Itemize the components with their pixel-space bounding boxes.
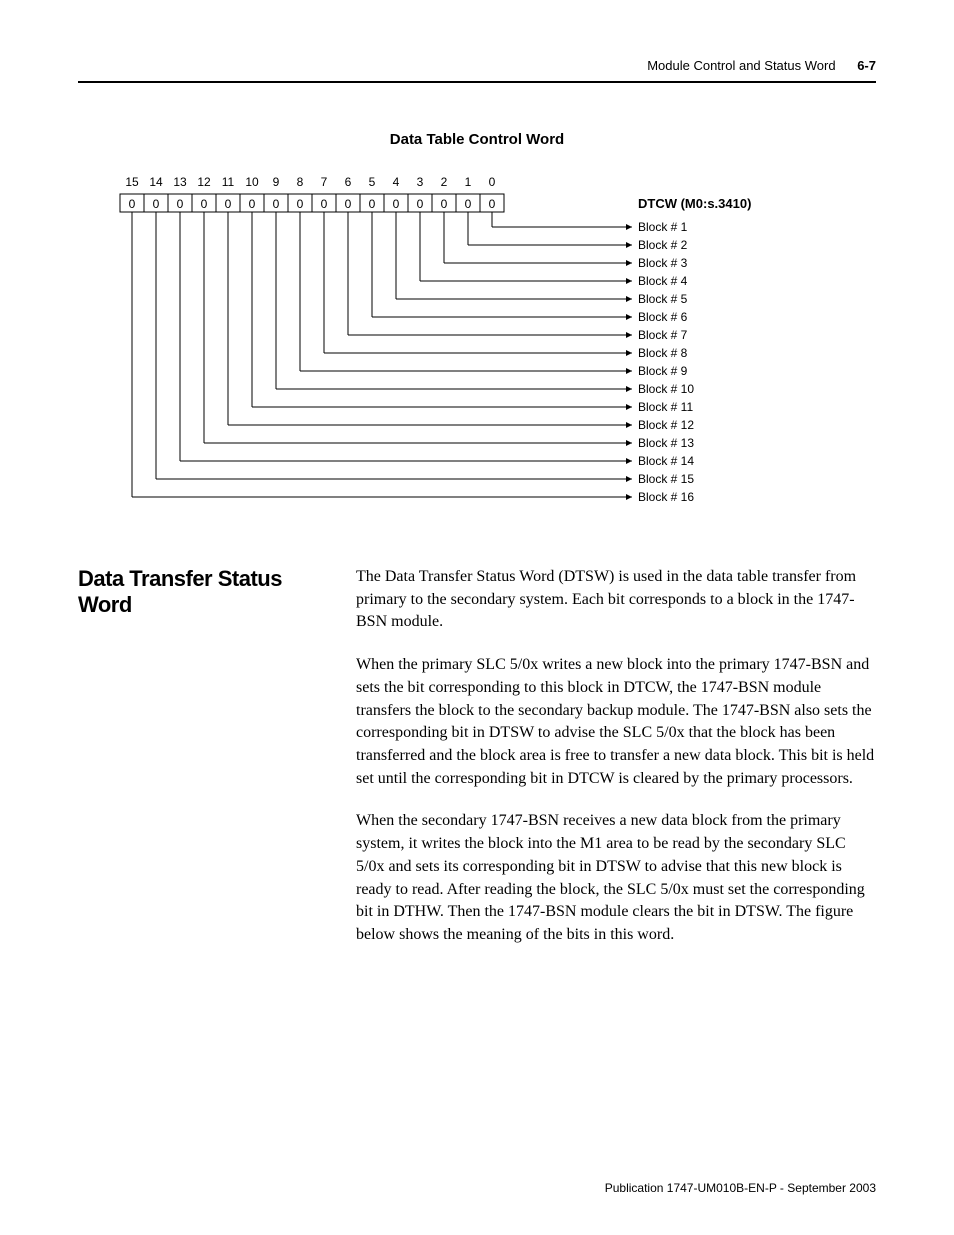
svg-text:Block # 13: Block # 13 (638, 436, 694, 450)
paragraph: The Data Transfer Status Word (DTSW) is … (356, 566, 876, 634)
svg-text:Block # 11: Block # 11 (638, 400, 693, 414)
svg-text:5: 5 (369, 175, 376, 189)
svg-text:DTCW (M0:s.3410): DTCW (M0:s.3410) (638, 196, 751, 211)
svg-text:Block # 5: Block # 5 (638, 292, 688, 306)
svg-text:3: 3 (417, 175, 424, 189)
svg-text:0: 0 (177, 197, 184, 211)
svg-text:13: 13 (173, 175, 187, 189)
svg-text:Block # 10: Block # 10 (638, 382, 694, 396)
svg-text:0: 0 (225, 197, 232, 211)
svg-text:0: 0 (321, 197, 328, 211)
svg-text:0: 0 (249, 197, 256, 211)
svg-text:0: 0 (273, 197, 280, 211)
svg-text:0: 0 (297, 197, 304, 211)
svg-text:11: 11 (222, 175, 235, 189)
header-page-ref: 6-7 (857, 58, 876, 73)
svg-text:Block # 12: Block # 12 (638, 418, 694, 432)
page: Module Control and Status Word 6-7 Data … (0, 0, 954, 1235)
svg-text:0: 0 (417, 197, 424, 211)
svg-text:15: 15 (125, 175, 139, 189)
svg-text:1: 1 (465, 175, 472, 189)
svg-text:Block # 4: Block # 4 (638, 274, 688, 288)
section-heading: Data Transfer Status Word (78, 566, 328, 967)
svg-text:Block # 1: Block # 1 (638, 220, 688, 234)
svg-text:6: 6 (345, 175, 352, 189)
svg-text:4: 4 (393, 175, 400, 189)
svg-text:0: 0 (489, 197, 496, 211)
svg-text:0: 0 (153, 197, 160, 211)
diagram-title: Data Table Control Word (78, 131, 876, 148)
page-header: Module Control and Status Word 6-7 (78, 58, 876, 83)
paragraph: When the primary SLC 5/0x writes a new b… (356, 654, 876, 790)
section-text: The Data Transfer Status Word (DTSW) is … (356, 566, 876, 967)
svg-text:Block # 8: Block # 8 (638, 346, 688, 360)
svg-text:0: 0 (345, 197, 352, 211)
svg-text:0: 0 (201, 197, 208, 211)
dtcw-svg: 15141312111098765432100000000000000000DT… (78, 166, 876, 536)
svg-text:9: 9 (273, 175, 280, 189)
svg-text:0: 0 (489, 175, 496, 189)
svg-text:12: 12 (197, 175, 211, 189)
svg-text:0: 0 (441, 197, 448, 211)
dtcw-diagram: 15141312111098765432100000000000000000DT… (78, 166, 876, 536)
footer-publication: Publication 1747-UM010B-EN-P - September… (605, 1181, 876, 1195)
svg-text:Block # 3: Block # 3 (638, 256, 688, 270)
svg-text:Block # 15: Block # 15 (638, 472, 694, 486)
svg-text:Block # 2: Block # 2 (638, 238, 688, 252)
svg-text:0: 0 (129, 197, 136, 211)
header-chapter-title: Module Control and Status Word (647, 58, 835, 73)
svg-text:Block # 7: Block # 7 (638, 328, 688, 342)
svg-text:Block # 9: Block # 9 (638, 364, 688, 378)
svg-text:7: 7 (321, 175, 328, 189)
svg-text:2: 2 (441, 175, 448, 189)
svg-text:Block # 16: Block # 16 (638, 490, 694, 504)
svg-text:0: 0 (393, 197, 400, 211)
paragraph: When the secondary 1747-BSN receives a n… (356, 810, 876, 946)
svg-text:Block # 6: Block # 6 (638, 310, 688, 324)
svg-text:Block # 14: Block # 14 (638, 454, 694, 468)
svg-text:8: 8 (297, 175, 304, 189)
svg-text:14: 14 (149, 175, 163, 189)
svg-text:10: 10 (245, 175, 259, 189)
svg-text:0: 0 (465, 197, 472, 211)
body-section: Data Transfer Status Word The Data Trans… (78, 566, 876, 967)
svg-text:0: 0 (369, 197, 376, 211)
